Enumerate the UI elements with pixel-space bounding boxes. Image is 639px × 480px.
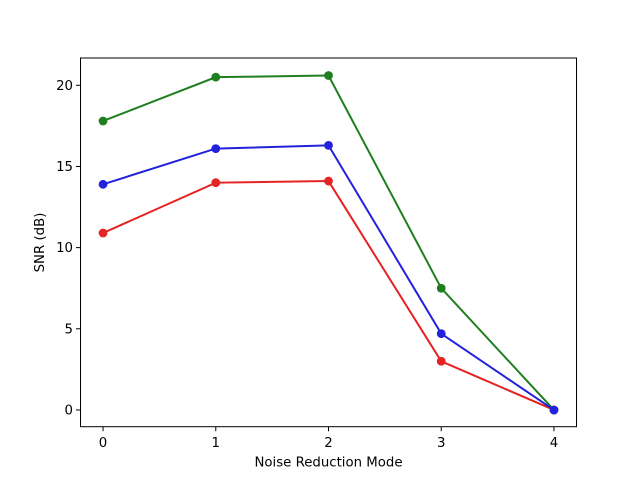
y-tick-labels: 0 5 10 15 20: [56, 79, 81, 419]
red-series: [98, 176, 559, 415]
green-series: [98, 71, 559, 415]
y-tick-label: 20: [56, 79, 73, 94]
red-series-marker: [211, 178, 221, 188]
red-series-marker: [98, 228, 108, 238]
green-series-line: [102, 74, 555, 411]
blue-series: [98, 140, 559, 415]
axes-box: [80, 57, 577, 428]
y-tick-label: 0: [65, 404, 73, 419]
blue-series-marker: [549, 405, 559, 415]
blue-series-marker: [324, 140, 333, 150]
x-tick-label: 0: [99, 436, 107, 451]
green-series-marker: [211, 72, 221, 82]
blue-series-marker: [211, 144, 221, 153]
x-axis-label: Noise Reduction Mode: [254, 456, 402, 471]
x-tick-label: 1: [212, 436, 220, 451]
y-tick-label: 10: [56, 241, 73, 256]
y-tick-label: 15: [56, 160, 73, 175]
x-tick-label: 3: [437, 436, 445, 451]
x-tick-label: 4: [550, 436, 558, 451]
y-axis-label: SNR (dB): [33, 213, 48, 273]
red-series-marker: [324, 176, 333, 186]
y-tick-label: 5: [65, 322, 73, 337]
red-series-marker: [436, 356, 446, 366]
blue-series-marker: [98, 179, 108, 189]
x-tick-labels: 0 1 2 3 4: [99, 426, 558, 451]
data-series: [98, 71, 559, 415]
blue-series-marker: [436, 329, 446, 339]
green-series-marker: [98, 116, 108, 126]
green-series-marker: [436, 283, 446, 293]
green-series-marker: [324, 71, 333, 80]
red-series-line: [102, 180, 555, 411]
x-tick-label: 2: [324, 436, 332, 451]
